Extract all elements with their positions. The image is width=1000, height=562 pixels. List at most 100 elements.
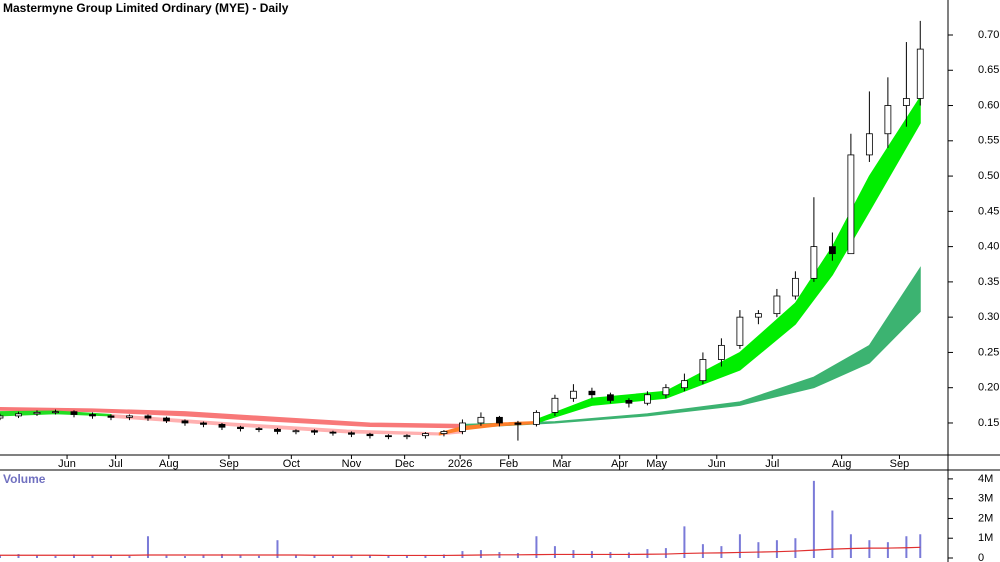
x-tick-label: Oct — [283, 458, 300, 470]
x-tick-label: 2026 — [448, 458, 472, 470]
x-tick-label: Nov — [342, 458, 362, 470]
y-tick-label: 0.20 — [978, 382, 999, 394]
candle-body — [607, 394, 614, 401]
volume-bar — [516, 553, 519, 558]
y-tick-label: 0.40 — [978, 241, 999, 253]
volume-bar — [720, 546, 723, 558]
volume-bar — [294, 555, 297, 558]
x-tick-label: Dec — [395, 458, 415, 470]
candle-body — [348, 432, 355, 435]
volume-bar — [54, 556, 57, 558]
candle-body — [144, 415, 152, 419]
candle-body — [15, 413, 22, 417]
volume-bar — [387, 555, 390, 558]
volume-bar — [368, 555, 371, 558]
x-tick-label: Apr — [611, 458, 628, 470]
candle-body — [274, 428, 281, 432]
candle-body — [736, 316, 744, 346]
candle-body — [163, 417, 170, 422]
candle-body — [366, 433, 374, 437]
y-tick-label: 2M — [978, 512, 993, 524]
candle-body — [237, 426, 244, 430]
candle-body — [496, 416, 503, 424]
candle-body — [828, 246, 836, 255]
volume-bar — [239, 555, 242, 558]
y-tick-label: 0.25 — [978, 346, 999, 358]
y-tick-label: 3M — [978, 493, 993, 505]
candle-body — [0, 415, 4, 419]
candle-body — [440, 431, 448, 434]
y-tick-label: 0.50 — [978, 170, 999, 182]
volume-bar — [35, 555, 38, 558]
volume-bar — [202, 555, 205, 558]
candle-body — [810, 246, 818, 279]
candle-body — [514, 422, 522, 425]
volume-bar — [109, 555, 112, 558]
y-tick-label: 0.30 — [978, 311, 999, 323]
candle-body — [477, 416, 485, 424]
candle-body — [644, 394, 651, 404]
candle-body — [385, 435, 392, 438]
x-tick-label: Feb — [499, 458, 518, 470]
volume-bar — [276, 540, 279, 558]
candle-body — [916, 48, 924, 99]
x-tick-label: May — [646, 458, 667, 470]
candle-body — [902, 98, 910, 106]
volume-bar — [17, 554, 20, 558]
x-tick-label: Aug — [832, 458, 852, 470]
ma-band — [461, 266, 921, 429]
x-tick-label: Sep — [890, 458, 910, 470]
candle-body — [884, 105, 892, 135]
volume-bar — [831, 510, 834, 558]
volume-bar — [479, 550, 482, 558]
candle-body — [255, 428, 263, 431]
volume-bar — [331, 556, 334, 558]
volume-bar — [313, 555, 316, 558]
candle-body — [718, 344, 725, 360]
volume-bar — [919, 534, 922, 558]
volume-bar — [461, 551, 464, 558]
volume-bar — [794, 538, 797, 558]
chart-title: Mastermyne Group Limited Ordinary (MYE) … — [3, 1, 289, 15]
y-tick-label: 0.15 — [978, 417, 999, 429]
volume-bar — [91, 555, 94, 558]
candle-body — [181, 420, 189, 424]
volume-bar — [627, 552, 630, 558]
candle-body — [551, 397, 559, 413]
volume-bar — [535, 536, 538, 558]
x-tick-label: Mar — [552, 458, 571, 470]
y-tick-label: 1M — [978, 532, 993, 544]
candle-body — [588, 390, 596, 396]
volume-bar — [868, 540, 871, 558]
candle-body — [570, 390, 577, 399]
volume-bar — [646, 549, 649, 558]
volume-bar — [757, 542, 760, 558]
volume-bar — [72, 554, 75, 558]
y-tick-label: 0.65 — [978, 64, 999, 76]
candle-body — [311, 430, 318, 433]
y-tick-label: 4M — [978, 473, 993, 485]
volume-bar — [0, 555, 1, 558]
candle-body — [422, 433, 429, 437]
volume-bar — [165, 555, 168, 558]
volume-bar — [405, 556, 408, 558]
candle-body — [89, 414, 96, 417]
candle-body — [218, 423, 226, 428]
candle-body — [329, 431, 337, 434]
volume-bar — [442, 554, 445, 558]
candle-body — [403, 435, 411, 438]
volume-bar — [701, 544, 704, 558]
candle-body — [533, 411, 540, 425]
candle-body — [625, 399, 633, 404]
volume-bar — [257, 555, 260, 558]
volume-bar — [683, 526, 686, 558]
volume-title: Volume — [3, 472, 46, 486]
volume-bar — [220, 554, 223, 558]
ma-band — [535, 95, 921, 424]
y-tick-label: 0.55 — [978, 135, 999, 147]
x-tick-label: Jul — [765, 458, 779, 470]
x-tick-label: Jun — [708, 458, 726, 470]
candle-body — [681, 380, 688, 389]
candle-body — [107, 415, 115, 418]
